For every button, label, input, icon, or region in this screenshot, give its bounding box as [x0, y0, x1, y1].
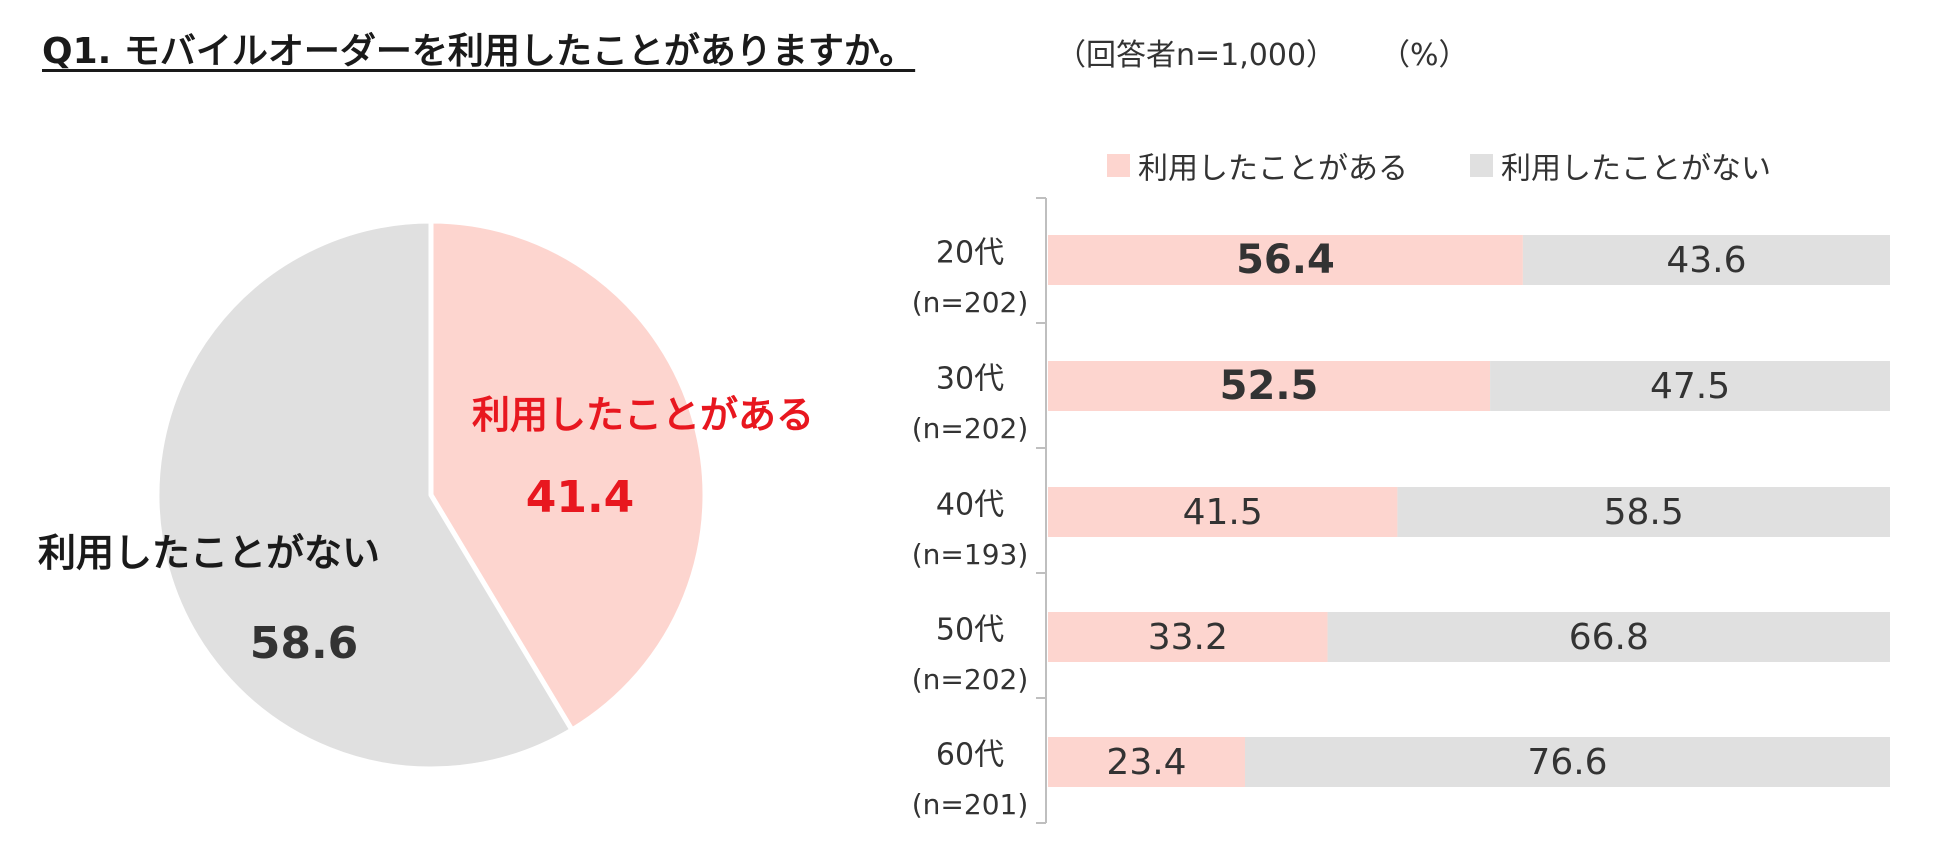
category-n-label: (n=193)	[912, 538, 1029, 571]
bar-data-label: 52.5	[1220, 363, 1319, 409]
category-n-label: (n=202)	[912, 286, 1029, 319]
pie-value-not-used: 58.6	[250, 618, 359, 669]
category-label: 60代	[936, 738, 1004, 773]
bar-segment-not-used	[1327, 612, 1890, 662]
legend-swatch-used	[1107, 154, 1130, 177]
bar-data-label: 76.6	[1527, 742, 1607, 783]
bar-segment-used	[1048, 235, 1523, 285]
unit-note: （%）	[1380, 38, 1469, 73]
bar-segment-used	[1048, 737, 1246, 787]
bar-segment-not-used	[1522, 235, 1890, 285]
bar-data-label: 33.2	[1148, 617, 1228, 658]
category-n-label: (n=202)	[912, 663, 1029, 696]
bar-segment-used	[1048, 612, 1328, 662]
category-label: 30代	[936, 362, 1004, 397]
bar-data-label: 47.5	[1650, 366, 1730, 407]
pie-slice-used	[428, 218, 708, 733]
bar-segment-used	[1048, 487, 1398, 537]
legend-label-not-used: 利用したことがない	[1501, 152, 1771, 187]
bar-data-label: 43.6	[1666, 240, 1746, 281]
legend-swatch-not-used	[1470, 154, 1493, 177]
category-n-label: (n=201)	[912, 788, 1029, 821]
category-label: 50代	[936, 613, 1004, 648]
pie-label-not-used: 利用したことがない	[38, 531, 380, 575]
pie-label-used: 利用したことがある	[472, 393, 814, 437]
chart-title: Q1. モバイルオーダーを利用したことがありますか。	[42, 31, 916, 72]
category-label: 40代	[936, 488, 1004, 523]
pie-value-used: 41.4	[526, 472, 635, 523]
pie-slice-not-used	[154, 218, 575, 772]
bar-data-label: 58.5	[1604, 492, 1684, 533]
category-n-label: (n=202)	[912, 412, 1029, 445]
category-label: 20代	[936, 236, 1004, 271]
bar-data-label: 23.4	[1106, 742, 1186, 783]
bar-data-label: 66.8	[1569, 617, 1649, 658]
bar-data-label: 41.5	[1183, 492, 1263, 533]
bar-data-label: 56.4	[1236, 237, 1335, 283]
bar-segment-not-used	[1397, 487, 1890, 537]
legend-label-used: 利用したことがある	[1138, 152, 1408, 187]
bar-segment-not-used	[1490, 361, 1890, 411]
bar-segment-not-used	[1245, 737, 1890, 787]
respondents-note: （回答者n=1,000）	[1056, 38, 1337, 73]
bar-segment-used	[1048, 361, 1491, 411]
